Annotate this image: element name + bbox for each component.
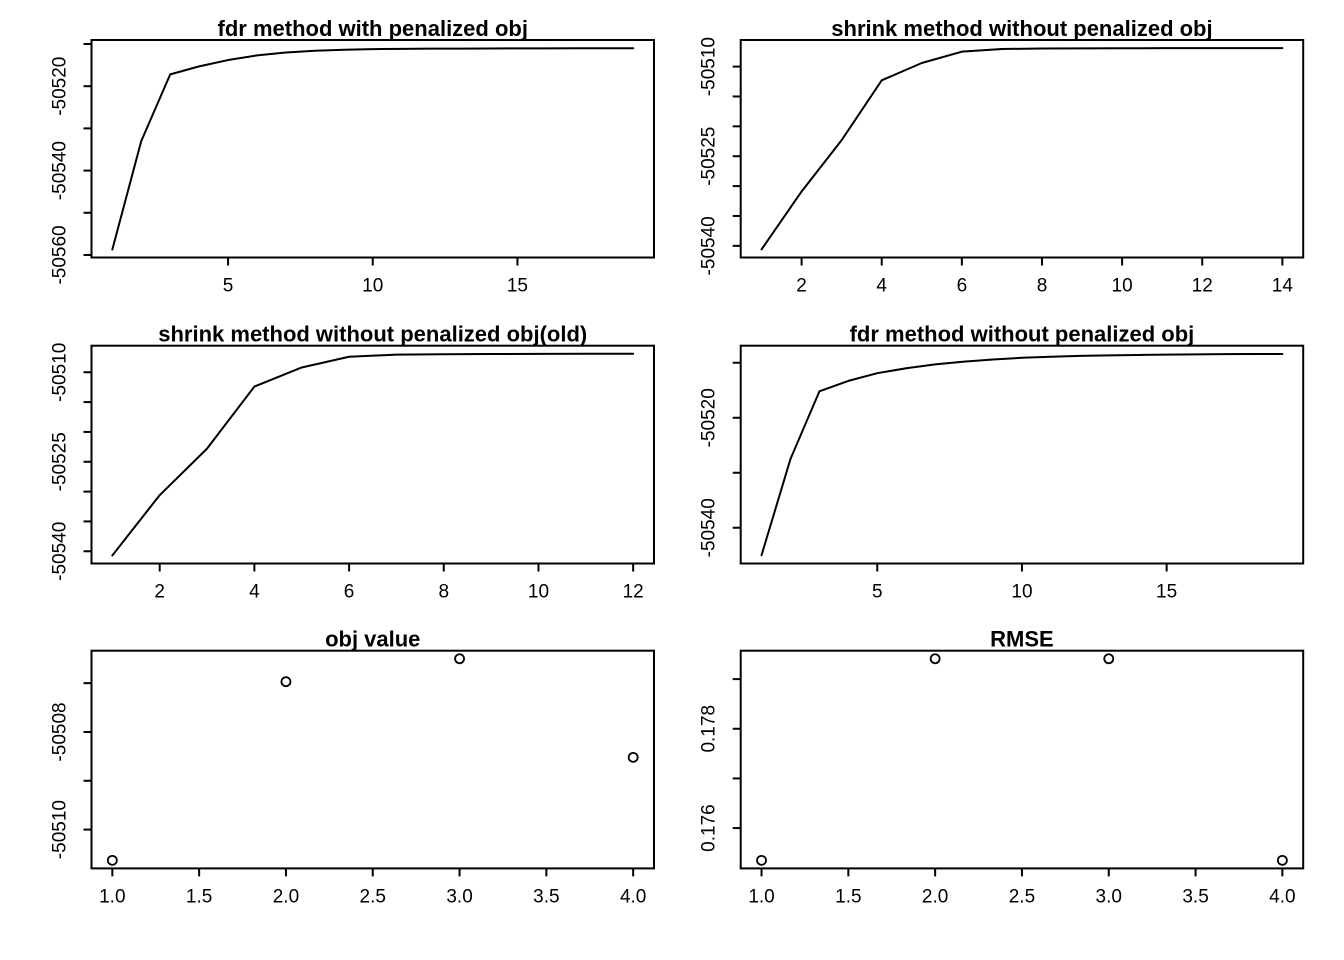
x-tick-label: 12 [623, 582, 644, 603]
x-tick-label: 8 [1037, 276, 1048, 297]
x-tick-label: 2.0 [273, 886, 299, 907]
panel-title: shrink method without penalized obj [831, 16, 1212, 41]
x-tick-label: 2.5 [360, 886, 386, 907]
x-tick-label: 10 [1011, 582, 1032, 603]
x-tick-label: 3.5 [533, 886, 559, 907]
panel-obj-value: 1.0 1.5 2.0 2.5 3.0 3.5 4.0 -50510 -50508 obj val… [50, 627, 655, 907]
data-point [756, 854, 767, 866]
x-tick-label: 10 [1112, 276, 1133, 297]
x-tick-label: 4.0 [620, 886, 646, 907]
panel-title: fdr method with penalized obj [218, 16, 528, 41]
y-tick-label: -50520 [50, 57, 71, 116]
data-point [280, 676, 292, 688]
y-tick-label: -50540 [50, 522, 71, 581]
x-tick-label: 5 [872, 582, 883, 603]
panel-rmse: 1.0 1.5 2.0 2.5 3.0 3.5 4.0 0.176 0.178 RMSE [699, 627, 1305, 907]
plot-box [739, 649, 1305, 870]
x-tick-label: 1.0 [748, 886, 774, 907]
y-tick-label: 0.178 [699, 705, 720, 753]
series-line [111, 352, 635, 557]
y-tick-label: -50525 [50, 432, 71, 491]
panel-shrink-method-without-penalized-obj-old: 2 4 6 8 10 12 -50540 -50525 -50510 shrink method … [50, 322, 655, 603]
panel-fdr-method-without-penalized-obj: 5 10 15 -50540 -50520 fdr method without pena… [699, 322, 1305, 603]
panel-title: RMSE [990, 627, 1054, 652]
x-tick-label: 1.5 [186, 886, 212, 907]
x-tick-label: 6 [344, 582, 355, 603]
y-tick-label: -50540 [50, 141, 71, 200]
y-tick-label: -50560 [50, 225, 71, 284]
data-point [929, 653, 941, 665]
x-tick-label: 1.5 [835, 886, 861, 907]
x-tick-label: 1.0 [99, 886, 125, 907]
data-point [627, 751, 639, 763]
series-line [760, 47, 1284, 251]
plot-box [90, 649, 655, 870]
data-point [1276, 854, 1288, 866]
x-tick-label: 10 [528, 582, 549, 603]
y-tick-label: -50510 [699, 37, 720, 96]
panel-title: fdr method without penalized obj [850, 322, 1195, 347]
panel-title: obj value [325, 627, 420, 652]
y-tick-label: 0.176 [699, 804, 720, 852]
plot-box [739, 39, 1305, 259]
x-tick-label: 3.0 [446, 886, 472, 907]
y-tick-label: -50525 [699, 127, 720, 186]
x-tick-label: 3.5 [1182, 886, 1208, 907]
plot-box [90, 344, 655, 565]
x-tick-label: 12 [1192, 276, 1213, 297]
y-tick-label: -50510 [50, 343, 71, 402]
x-tick-label: 10 [362, 276, 383, 297]
y-tick-label: -50508 [50, 702, 71, 761]
plot-box [739, 344, 1305, 565]
x-tick-label: 2 [796, 276, 807, 297]
panel-shrink-method-without-penalized-obj: 2 4 6 8 10 12 14 -50540 -50525 -50510 shrink metho… [699, 16, 1305, 297]
x-tick-label: 4 [876, 276, 887, 297]
panel-fdr-method-with-penalized-obj: 5 10 15 -50560 -50540 -50520 fdr method with p… [50, 16, 655, 297]
x-tick-label: 2.5 [1009, 886, 1035, 907]
x-tick-label: 4.0 [1269, 886, 1295, 907]
data-point [106, 854, 118, 866]
data-point [454, 653, 465, 665]
x-tick-label: 2.0 [922, 886, 948, 907]
series-line [760, 352, 1284, 557]
x-tick-label: 2 [154, 582, 165, 603]
y-tick-label: -50510 [50, 800, 71, 859]
x-tick-label: 14 [1272, 276, 1294, 297]
y-tick-label: -50540 [699, 216, 720, 275]
x-tick-label: 15 [507, 276, 528, 297]
y-tick-label: -50520 [699, 388, 720, 447]
x-tick-label: 8 [438, 582, 449, 603]
x-tick-label: 4 [249, 582, 260, 603]
panel-title: shrink method without penalized obj(old) [158, 322, 587, 347]
data-point [1103, 653, 1115, 665]
x-tick-label: 15 [1156, 582, 1177, 603]
y-tick-label: -50540 [699, 498, 720, 557]
x-tick-label: 3.0 [1096, 886, 1122, 907]
x-tick-label: 5 [223, 276, 234, 297]
series-line [111, 47, 635, 251]
x-tick-label: 6 [957, 276, 968, 297]
